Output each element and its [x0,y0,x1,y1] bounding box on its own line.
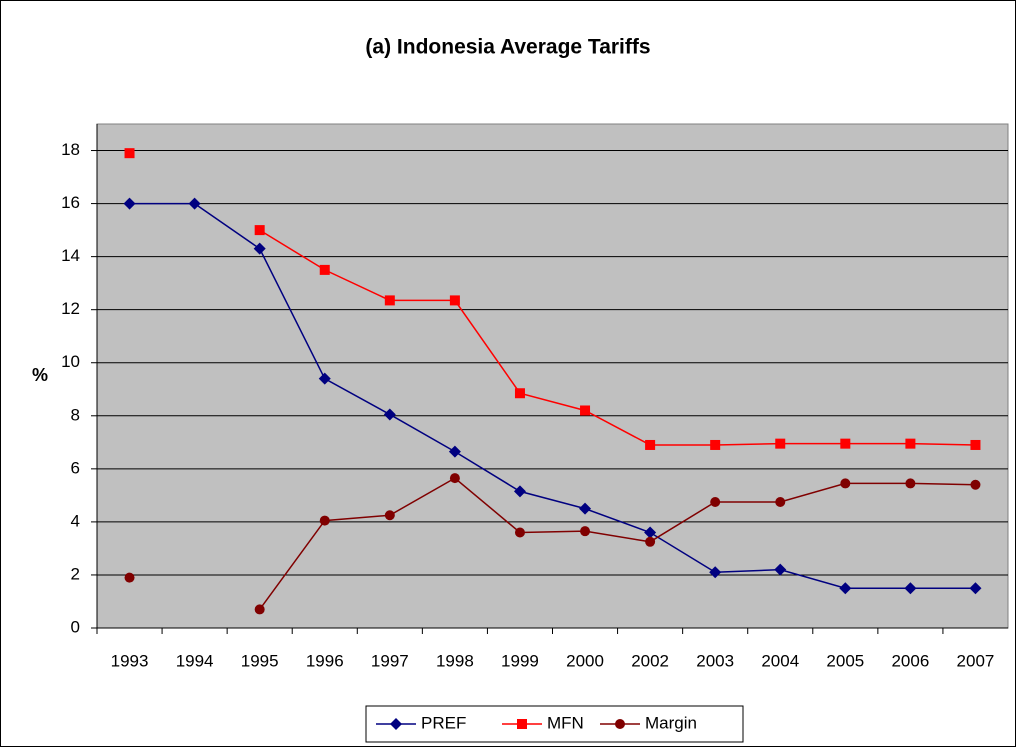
x-tick-label: 2000 [566,651,604,670]
x-tick-label: 2002 [631,651,669,670]
data-point [318,372,331,385]
y-tick-label: 2 [71,564,80,583]
data-point [709,566,722,579]
data-point [970,439,981,450]
data-point [579,502,592,515]
data-point [449,473,460,484]
x-tick-label: 1998 [436,651,474,670]
data-point [645,536,656,547]
legend [365,705,744,743]
legend-label: PREF [421,713,466,732]
data-point [774,563,787,576]
data-point [124,572,135,583]
data-point [905,478,916,489]
series-line [129,202,976,589]
data-point [513,485,526,498]
data-point [384,295,395,306]
data-point [514,388,525,399]
x-tick-label: 1995 [241,651,279,670]
data-point [188,197,201,210]
series-line [259,229,976,446]
data-point [710,497,721,507]
data-point [775,438,786,449]
x-tick-label: 1999 [501,651,539,670]
data-point [124,148,135,159]
legend-label: Margin [645,713,697,732]
data-point [970,479,981,490]
data-point [710,439,721,450]
data-point [904,582,917,595]
data-point [969,582,982,595]
data-point [384,510,395,521]
x-tick-label: 1997 [371,651,409,670]
data-point [448,445,461,458]
x-tick-label: 2007 [957,651,995,670]
data-point [253,242,266,255]
plot-area [96,123,1009,629]
data-point [905,438,916,449]
x-tick-label: 1993 [111,651,149,670]
y-tick-label: 14 [61,246,80,265]
data-point [840,438,851,449]
y-tick-label: 8 [71,405,80,424]
data-point [580,405,591,416]
data-point [254,225,265,236]
legend-marker [390,718,402,730]
data-point [383,408,396,421]
data-point [254,604,265,615]
x-tick-label: 2003 [696,651,734,670]
data-point [123,197,136,210]
y-tick-label: 0 [71,617,80,636]
data-point [319,515,330,526]
data-point [580,526,591,537]
x-tick-label: 2004 [761,651,799,670]
y-tick-label: 4 [71,511,80,530]
y-tick-label: 12 [61,299,80,318]
x-tick-label: 2005 [826,651,864,670]
data-point [319,264,330,275]
data-point [645,439,656,450]
chart-title: (a) Indonesia Average Tariffs [365,36,650,59]
legend-label: MFN [547,713,584,732]
y-tick-label: 16 [61,193,80,212]
y-tick-label: 10 [61,352,80,371]
series-line [259,477,976,610]
data-point [514,527,525,538]
data-point [644,526,657,539]
y-tick-label: 18 [61,140,80,159]
x-tick-label: 2006 [891,651,929,670]
y-tick-label: 6 [71,458,80,477]
data-point [449,295,460,306]
data-point [839,582,852,595]
y-axis-label: % [32,365,48,385]
legend-marker [517,719,527,729]
x-tick-label: 1994 [176,651,214,670]
legend-marker [615,719,625,729]
x-tick-label: 1996 [306,651,344,670]
data-point [775,497,786,507]
data-point [840,478,851,489]
